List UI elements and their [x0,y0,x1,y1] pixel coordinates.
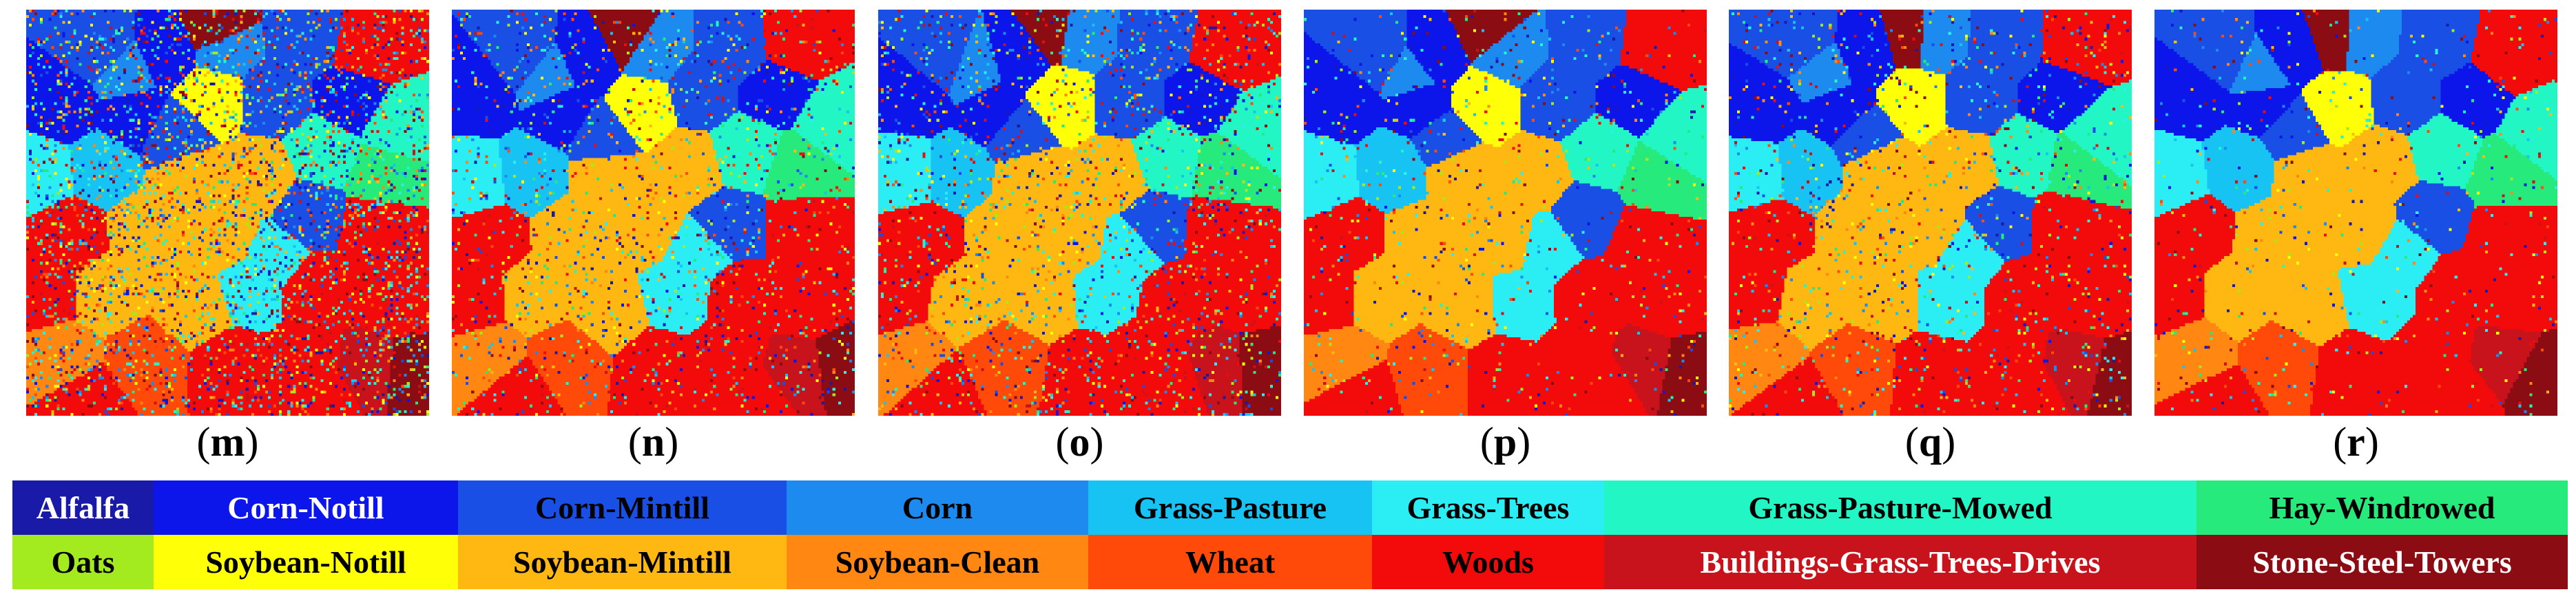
legend-item-alfalfa: Alfalfa [12,480,154,535]
panel-label-p: (p) [1479,419,1531,465]
classification-map-q [1729,10,2132,416]
legend-item-wheat: Wheat [1088,535,1372,589]
legend-item-grass-trees: Grass-Trees [1372,480,1604,535]
panel-label-m: (m) [196,419,259,465]
panel-label-n: (n) [627,419,679,465]
legend-row-1: Alfalfa Corn-Notill Corn-Mintill Corn Gr… [12,480,2568,535]
class-legend: Alfalfa Corn-Notill Corn-Mintill Corn Gr… [12,480,2568,589]
legend-item-soybean-mintill: Soybean-Mintill [458,535,787,589]
legend-item-corn: Corn [787,480,1088,535]
legend-item-stone-steel-towers: Stone-Steel-Towers [2196,535,2568,589]
legend-row-2: Oats Soybean-Notill Soybean-Mintill Soyb… [12,535,2568,589]
classification-map-m [26,10,429,416]
legend-item-grass-pasture-mowed: Grass-Pasture-Mowed [1604,480,2196,535]
classification-map-n [452,10,855,416]
classification-map-o [878,10,1281,416]
legend-item-buildings-grass-trees-drives: Buildings-Grass-Trees-Drives [1604,535,2196,589]
panel-label-r: (r) [2333,419,2379,465]
classification-maps-row: (m) (n) (o) (p) (q) (r) [26,10,2557,465]
classification-map-p [1304,10,1707,416]
legend-item-woods: Woods [1372,535,1604,589]
legend-item-soybean-clean: Soybean-Clean [787,535,1088,589]
legend-item-oats: Oats [12,535,154,589]
legend-item-corn-notill: Corn-Notill [154,480,458,535]
classification-map-r [2154,10,2557,416]
legend-item-soybean-notill: Soybean-Notill [154,535,458,589]
panel-label-o: (o) [1055,419,1104,465]
legend-item-hay-windrowed: Hay-Windrowed [2196,480,2568,535]
legend-item-grass-pasture: Grass-Pasture [1088,480,1372,535]
panel-label-q: (q) [1904,419,1956,465]
legend-item-corn-mintill: Corn-Mintill [458,480,787,535]
